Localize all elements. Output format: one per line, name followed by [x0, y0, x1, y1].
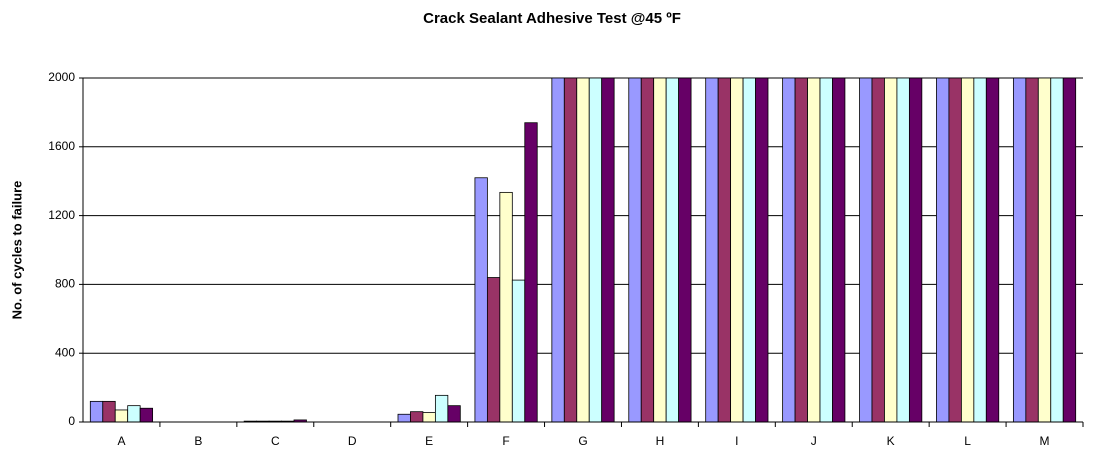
bar	[1037, 77, 1052, 423]
y-tick-label: 800	[55, 277, 75, 291]
x-tick-label: D	[348, 434, 357, 448]
bar	[936, 77, 950, 423]
x-tick-label: E	[425, 434, 433, 448]
bar	[1050, 77, 1064, 423]
bar	[511, 279, 526, 423]
bar	[397, 413, 411, 423]
bar	[640, 77, 655, 423]
bar	[653, 77, 667, 423]
bar	[705, 77, 719, 423]
y-tick-label: 1200	[48, 208, 75, 222]
bar	[678, 77, 692, 423]
bar	[127, 405, 141, 423]
bar	[717, 77, 732, 423]
bar	[628, 77, 642, 423]
bar	[782, 77, 796, 423]
bar	[563, 77, 578, 423]
bar	[832, 77, 846, 423]
chart-title: Crack Sealant Adhesive Test @45 ºF	[423, 10, 681, 27]
bar	[102, 400, 116, 423]
bar	[588, 77, 603, 423]
bar	[410, 411, 424, 423]
bar	[474, 177, 488, 423]
y-axis-label: No. of cycles to failure	[9, 181, 24, 320]
bar	[948, 77, 962, 423]
x-tick-label: F	[502, 434, 509, 448]
bar	[114, 409, 129, 423]
bar	[499, 191, 513, 423]
bar	[807, 77, 821, 423]
bar	[896, 77, 910, 423]
x-tick-label: I	[735, 434, 738, 448]
y-tick-label: 1600	[48, 139, 75, 153]
x-tick-label: C	[271, 434, 280, 448]
bar	[1012, 77, 1027, 423]
bar	[422, 412, 436, 423]
x-tick-label: A	[117, 434, 125, 448]
bar	[742, 77, 756, 423]
bar	[755, 77, 769, 423]
bar	[486, 277, 501, 423]
bar	[576, 77, 590, 423]
bar	[1062, 77, 1077, 423]
bar	[1025, 77, 1039, 423]
x-tick-label: H	[656, 434, 665, 448]
x-tick-label: K	[887, 434, 895, 448]
bar	[434, 394, 449, 423]
bar	[730, 77, 744, 423]
bar	[960, 77, 975, 423]
y-tick-label: 400	[55, 345, 75, 359]
bar	[871, 77, 885, 423]
bar	[139, 407, 154, 423]
y-tick-label: 0	[68, 414, 75, 428]
bar	[89, 400, 104, 423]
bar	[819, 77, 833, 423]
x-tick-label: M	[1040, 434, 1050, 448]
bar	[985, 77, 1000, 423]
bar	[884, 77, 898, 423]
bar	[601, 77, 615, 423]
bar	[551, 77, 565, 423]
bar	[859, 77, 873, 423]
bar	[447, 405, 461, 423]
bar	[524, 122, 538, 423]
y-tick-label: 2000	[48, 70, 75, 84]
x-tick-label: G	[578, 434, 587, 448]
x-tick-label: J	[811, 434, 817, 448]
bar	[973, 77, 987, 423]
x-tick-label: B	[194, 434, 202, 448]
x-tick-label: L	[964, 434, 971, 448]
bar	[908, 77, 923, 423]
bar	[665, 77, 680, 423]
bar	[794, 77, 808, 423]
